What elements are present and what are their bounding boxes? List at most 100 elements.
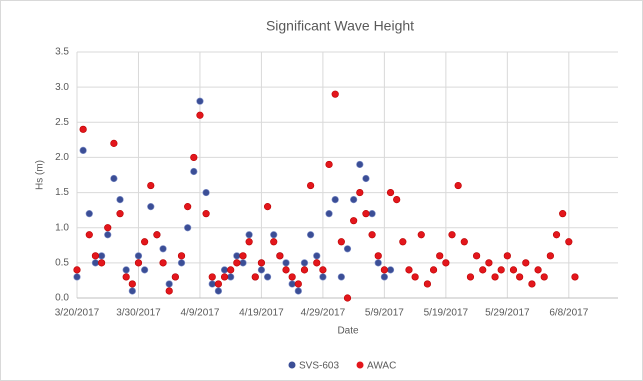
data-point [263, 273, 272, 281]
data-point [73, 266, 81, 274]
data-point [393, 196, 401, 204]
x-tick-label: 3/30/2017 [116, 308, 161, 319]
data-point [165, 287, 173, 295]
chart-title: Significant Wave Height [266, 18, 414, 34]
data-point [97, 259, 106, 267]
legend-marker [356, 361, 364, 369]
data-point [516, 273, 524, 281]
data-point [214, 280, 222, 288]
data-point [546, 252, 554, 260]
data-point [159, 245, 167, 253]
data-point [227, 266, 235, 274]
data-point [454, 181, 462, 190]
data-point [503, 252, 511, 260]
y-tick-label: 0.5 [55, 257, 69, 268]
data-point [405, 266, 413, 274]
data-point [343, 294, 352, 302]
y-tick-label: 3.5 [55, 47, 69, 58]
data-point [436, 252, 444, 260]
data-point [116, 196, 124, 204]
data-point [208, 273, 216, 281]
data-point [552, 231, 561, 239]
data-point [220, 266, 229, 274]
data-point [399, 238, 407, 246]
data-point [313, 259, 321, 267]
data-point [245, 231, 253, 239]
legend-label: SVS-603 [299, 361, 339, 372]
x-axis-label: Date [337, 326, 359, 337]
data-point [337, 273, 345, 281]
data-point [110, 174, 118, 183]
data-point [251, 273, 259, 281]
data-point [374, 259, 382, 267]
data-point [307, 181, 315, 190]
data-point [239, 252, 247, 260]
data-point [184, 224, 192, 232]
data-point [356, 188, 364, 197]
data-point [282, 259, 290, 267]
data-point [263, 203, 272, 211]
data-point [73, 273, 81, 281]
data-point [147, 181, 155, 190]
data-point [79, 146, 87, 154]
data-point [368, 210, 376, 218]
data-point [362, 210, 370, 218]
data-point [239, 259, 247, 267]
data-point [122, 266, 130, 274]
data-point [116, 210, 124, 218]
data-point [374, 252, 382, 260]
data-point [128, 287, 136, 295]
data-point [356, 160, 364, 169]
data-point [184, 203, 192, 211]
y-tick-label: 2.0 [55, 152, 69, 163]
data-point [466, 273, 475, 281]
x-tick-label: 4/19/2017 [239, 308, 284, 319]
data-point [300, 266, 309, 274]
data-point [257, 259, 266, 267]
y-tick-label: 0.0 [55, 293, 69, 304]
data-point [540, 273, 548, 281]
data-point [448, 231, 456, 239]
data-point [350, 217, 358, 225]
data-point [368, 231, 376, 239]
data-point [479, 266, 487, 274]
data-point [91, 259, 100, 267]
data-point [319, 273, 327, 281]
x-tick-label: 5/29/2017 [485, 308, 530, 319]
x-tick-label: 4/29/2017 [301, 308, 346, 319]
data-point [141, 238, 149, 246]
data-point [337, 238, 345, 246]
x-tick-label: 3/20/2017 [55, 308, 100, 319]
data-point [190, 167, 198, 176]
x-tick-label: 4/9/2017 [180, 308, 219, 319]
data-point [79, 125, 87, 133]
data-point [386, 188, 395, 197]
data-point [571, 273, 579, 281]
data-point [522, 259, 530, 267]
y-tick-label: 2.5 [55, 117, 69, 128]
data-point [380, 273, 388, 281]
x-tick-label: 5/19/2017 [424, 308, 469, 319]
data-point [270, 231, 278, 239]
data-point [294, 280, 302, 288]
data-point [196, 111, 204, 119]
data-point [276, 252, 284, 260]
data-point [177, 252, 186, 260]
data-point [417, 231, 425, 239]
data-point [362, 174, 370, 183]
data-point [343, 245, 352, 253]
data-point [190, 153, 198, 162]
data-point [134, 259, 143, 267]
data-point [270, 238, 278, 246]
y-tick-label: 1.5 [55, 187, 69, 198]
data-point [473, 252, 481, 260]
data-point [460, 238, 468, 246]
data-point [97, 252, 106, 260]
data-point [331, 196, 339, 204]
data-point [491, 273, 499, 281]
data-point [141, 266, 149, 274]
data-point [288, 280, 296, 288]
